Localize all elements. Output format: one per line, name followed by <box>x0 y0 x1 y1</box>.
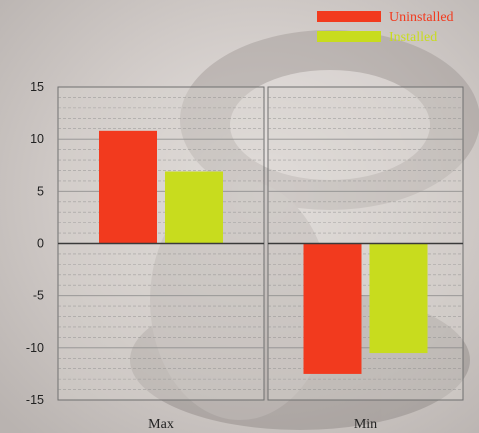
legend-swatch-installed <box>317 31 381 42</box>
y-tick-label: -10 <box>26 341 44 355</box>
bar-uninstalled-min <box>303 243 362 374</box>
x-tick-label: Min <box>354 417 377 432</box>
y-tick-label: 10 <box>30 132 44 146</box>
y-tick-label: -5 <box>33 289 44 303</box>
x-tick-label: Max <box>148 417 174 432</box>
bar-installed-max <box>165 171 223 244</box>
y-tick-label: 0 <box>37 237 44 251</box>
legend-swatch-uninstalled <box>317 11 381 22</box>
bar-uninstalled-max <box>99 130 157 244</box>
y-tick-label: 5 <box>37 184 44 198</box>
y-tick-label: -15 <box>26 393 44 407</box>
y-tick-label: 15 <box>30 80 44 94</box>
bar-installed-min <box>369 243 428 354</box>
legend-label-installed: Installed <box>389 30 437 45</box>
legend-label-uninstalled: Uninstalled <box>389 10 454 25</box>
